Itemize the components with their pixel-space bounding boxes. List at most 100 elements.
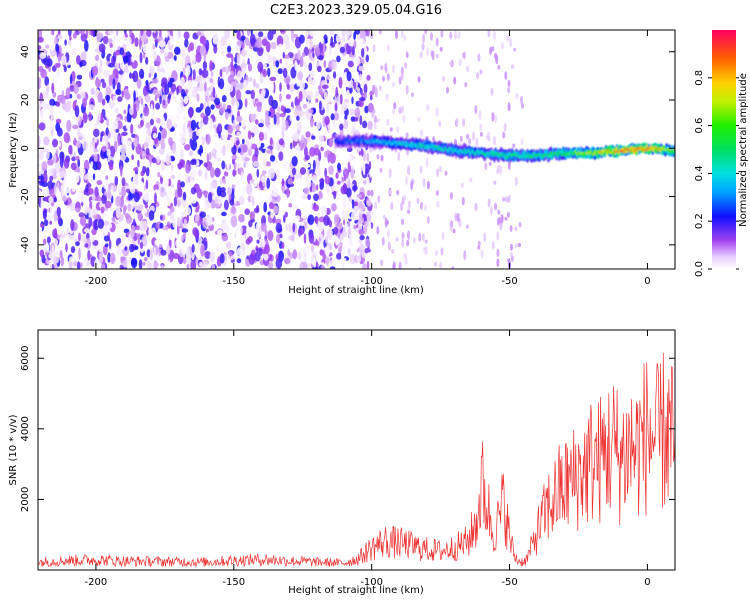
noise-speck (150, 103, 153, 115)
noise-speck (454, 212, 458, 222)
noise-speck (84, 39, 89, 52)
noise-speck (161, 159, 165, 172)
spectrogram-y-tick-label: -40 (20, 237, 31, 253)
noise-speck (438, 120, 442, 127)
noise-speck (53, 197, 58, 203)
noise-speck (286, 187, 290, 198)
noise-speck (163, 195, 168, 206)
noise-speck (216, 266, 223, 269)
noise-speck (240, 226, 243, 235)
noise-speck (299, 56, 304, 68)
snr-series-line (38, 352, 675, 568)
noise-speck (376, 118, 380, 123)
noise-speck (38, 175, 44, 180)
noise-speck (223, 199, 229, 211)
noise-speck (240, 35, 246, 41)
noise-speck (52, 78, 58, 84)
noise-speck (49, 175, 54, 182)
noise-speck (499, 165, 503, 175)
noise-speck (153, 30, 156, 34)
noise-speck (217, 157, 221, 162)
noise-speck (205, 199, 209, 205)
noise-speck (244, 98, 248, 108)
noise-speck (167, 259, 171, 269)
noise-speck (401, 232, 405, 240)
noise-speck (90, 161, 94, 167)
noise-speck (90, 30, 94, 37)
noise-speck (390, 202, 394, 210)
noise-speck (86, 171, 93, 182)
noise-speck (477, 240, 481, 247)
noise-speck (230, 61, 234, 68)
noise-speck (236, 161, 242, 169)
noise-speck (103, 135, 109, 143)
noise-speck (258, 81, 265, 90)
noise-speck (222, 178, 227, 185)
noise-speck (224, 111, 229, 120)
noise-speck (397, 151, 401, 161)
noise-speck (405, 85, 409, 95)
noise-speck (225, 241, 232, 249)
noise-speck (167, 211, 171, 216)
noise-speck (336, 180, 341, 185)
noise-speck (270, 161, 278, 169)
noise-speck (235, 195, 238, 200)
noise-speck (358, 100, 364, 108)
noise-speck (420, 129, 424, 137)
noise-speck (413, 236, 416, 244)
noise-speck (66, 100, 72, 111)
noise-speck (115, 89, 122, 96)
noise-speck (88, 111, 92, 122)
noise-speck (488, 161, 492, 166)
noise-speck (325, 254, 330, 266)
noise-speck (335, 86, 339, 98)
noise-speck (418, 266, 422, 269)
noise-speck (426, 47, 430, 57)
noise-speck (158, 40, 166, 48)
noise-speck (206, 231, 212, 239)
noise-speck (340, 36, 347, 46)
noise-speck (248, 147, 252, 157)
noise-speck (241, 49, 247, 57)
noise-speck (338, 241, 343, 247)
noise-speck (300, 134, 305, 144)
noise-speck (275, 60, 280, 68)
noise-speck (193, 42, 198, 51)
noise-speck (120, 256, 126, 261)
noise-speck (72, 124, 79, 130)
noise-speck (364, 105, 369, 114)
noise-speck (149, 118, 154, 126)
noise-speck (366, 152, 370, 163)
noise-speck (176, 113, 181, 123)
noise-speck (118, 242, 125, 250)
noise-speck (341, 230, 347, 238)
noise-speck (79, 127, 86, 134)
noise-speck (318, 190, 323, 201)
noise-speck (175, 154, 180, 164)
noise-speck (284, 108, 292, 114)
noise-speck (404, 62, 408, 69)
colorbar-tick-label: 0.4 (694, 165, 705, 181)
snr-x-axis: -200 -150 -100 -50 0 (85, 330, 651, 588)
noise-speck (417, 116, 421, 122)
noise-speck (331, 58, 336, 70)
noise-speck (339, 123, 344, 131)
noise-speck (491, 46, 495, 52)
noise-speck (303, 61, 307, 70)
noise-speck (81, 233, 84, 242)
noise-speck (137, 159, 140, 168)
noise-speck (331, 203, 337, 212)
noise-speck (113, 132, 118, 141)
noise-speck (79, 30, 85, 36)
noise-speck (225, 66, 229, 75)
noise-speck (144, 257, 148, 262)
noise-speck (84, 63, 89, 72)
noise-speck (184, 144, 191, 151)
noise-speck (236, 131, 241, 137)
noise-speck (133, 167, 139, 172)
noise-speck (69, 202, 76, 212)
noise-speck (247, 63, 253, 72)
noise-speck (153, 184, 159, 192)
noise-speck (48, 123, 56, 130)
noise-speck (142, 126, 148, 137)
